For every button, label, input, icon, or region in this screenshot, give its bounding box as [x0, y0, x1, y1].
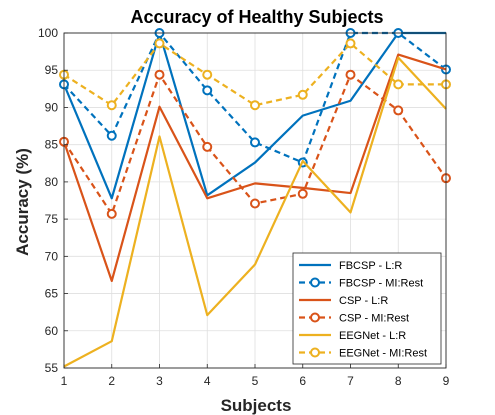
x-tick-label: 8 — [395, 374, 402, 388]
y-tick-label: 95 — [45, 63, 59, 77]
data-point — [297, 89, 308, 100]
data-point — [393, 79, 404, 90]
series-line — [63, 42, 446, 107]
legend-label: CSP - L:R — [339, 295, 388, 307]
y-ticks: 55 60 65 70 75 80 85 90 95 100 — [38, 26, 58, 375]
data-point — [202, 141, 213, 152]
data-point — [106, 130, 117, 141]
y-tick-label: 65 — [45, 287, 59, 301]
data-point — [106, 100, 117, 111]
y-axis-label: Accuracy (%) — [13, 148, 32, 256]
y-tick-label: 75 — [45, 212, 59, 226]
chart-title: Accuracy of Healthy Subjects — [130, 7, 383, 27]
legend: FBCSP - L:R FBCSP - MI:Rest CSP - L:R CSP -… — [292, 252, 442, 365]
x-tick-label: 5 — [252, 374, 259, 388]
y-tick-label: 80 — [45, 175, 59, 189]
data-point — [250, 137, 260, 148]
data-point — [297, 188, 308, 199]
y-tick-label: 85 — [45, 138, 59, 152]
series-line — [62, 31, 446, 200]
y-tick-label: 100 — [38, 26, 58, 40]
data-point — [393, 105, 404, 116]
legend-label: FBCSP - L:R — [339, 260, 402, 272]
data-point — [345, 69, 356, 80]
data-point — [345, 38, 356, 49]
y-tick-label: 90 — [45, 100, 59, 114]
x-tick-label: 2 — [108, 374, 115, 388]
x-tick-label: 1 — [61, 374, 68, 388]
legend-box — [292, 252, 442, 365]
legend-label: EEGNet - MI:Rest — [339, 348, 427, 360]
data-point — [154, 69, 165, 80]
data-point — [202, 69, 213, 80]
legend-label: FBCSP - MI:Rest — [339, 278, 423, 290]
axes-frame — [63, 32, 447, 369]
data-point — [250, 100, 260, 111]
legend-marker — [310, 347, 320, 358]
x-ticks: 1 2 3 4 5 6 7 8 9 — [61, 374, 450, 388]
data-point — [106, 208, 117, 219]
y-tick-label: 70 — [45, 249, 59, 263]
data-point — [202, 85, 213, 96]
legend-marker — [310, 312, 320, 323]
x-tick-label: 6 — [299, 374, 306, 388]
data-point — [154, 38, 165, 49]
x-tick-label: 3 — [156, 374, 163, 388]
x-tick-label: 4 — [204, 374, 211, 388]
series-line — [63, 56, 447, 368]
legend-label: CSP - MI:Rest — [339, 313, 409, 325]
y-tick-label: 60 — [45, 324, 59, 338]
x-tick-label: 9 — [443, 374, 450, 388]
legend-label: EEGNet - L:R — [339, 330, 406, 342]
data-point — [250, 198, 260, 209]
series-line — [62, 53, 447, 282]
x-axis-label: Subjects — [221, 396, 292, 415]
x-tick-label: 7 — [347, 374, 354, 388]
y-tick-label: 55 — [45, 361, 59, 375]
legend-marker — [310, 277, 320, 288]
axes — [63, 32, 447, 369]
